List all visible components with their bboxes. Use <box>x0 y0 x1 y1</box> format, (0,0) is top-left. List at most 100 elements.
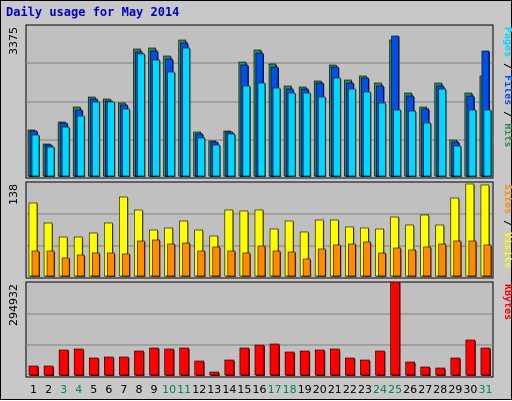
bar-pages-day-2 <box>46 146 55 177</box>
axis-title-pages: Pages <box>502 27 512 57</box>
x-tick-day-19: 19 <box>298 383 312 396</box>
bar-sites-day-28 <box>438 243 447 277</box>
bar-kbytes-day-18 <box>284 351 295 376</box>
x-tick-day-28: 28 <box>433 383 447 396</box>
bar-sites-day-17 <box>272 250 281 277</box>
x-tick-day-13: 13 <box>207 383 221 396</box>
bar-pages-day-22 <box>348 88 356 177</box>
bar-kbytes-day-5 <box>88 357 99 376</box>
bar-pages-day-14 <box>227 133 236 177</box>
bar-pages-day-21 <box>332 77 341 177</box>
bar-kbytes-day-2 <box>43 365 54 376</box>
bar-pages-day-5 <box>91 101 100 177</box>
bar-kbytes-day-28 <box>435 367 446 376</box>
bar-kbytes-day-30 <box>465 339 476 376</box>
bar-pages-day-27 <box>423 122 431 177</box>
axis-title-sites: Sites <box>502 184 512 214</box>
x-tick-day-24: 24 <box>373 383 387 396</box>
x-tick-day-17: 17 <box>268 383 282 396</box>
x-tick-day-31: 31 <box>478 383 492 396</box>
axis-title-separator: / <box>502 214 512 232</box>
bar-sites-day-3 <box>61 257 70 277</box>
bar-kbytes-day-1 <box>28 365 39 376</box>
bar-kbytes-day-21 <box>329 348 340 376</box>
bar-pages-day-18 <box>287 92 296 177</box>
bar-sites-day-2 <box>46 250 55 277</box>
bar-sites-day-30 <box>468 240 477 277</box>
bar-kbytes-day-6 <box>104 356 114 376</box>
bar-kbytes-day-31 <box>480 347 491 376</box>
bar-pages-day-29 <box>453 145 462 177</box>
bar-sites-day-8 <box>137 240 145 277</box>
x-tick-day-9: 9 <box>151 383 158 396</box>
bar-sites-day-6 <box>107 252 115 277</box>
bar-sites-day-9 <box>152 239 160 277</box>
bar-pages-day-13 <box>212 144 221 177</box>
bar-pages-day-31 <box>483 109 492 177</box>
bar-pages-day-26 <box>408 110 416 177</box>
bar-sites-day-5 <box>91 252 100 277</box>
bar-sites-day-1 <box>31 250 40 277</box>
axis-title-kbytes: KBytes <box>502 284 512 320</box>
bar-sites-day-21 <box>332 244 341 277</box>
bar-sites-day-22 <box>348 243 356 277</box>
top-max-label: 3375 <box>7 27 20 55</box>
bar-kbytes-day-8 <box>134 350 144 376</box>
bar-pages-day-30 <box>468 109 477 177</box>
bar-pages-day-1 <box>31 134 40 177</box>
bar-sites-day-29 <box>453 240 462 277</box>
x-tick-day-15: 15 <box>237 383 251 396</box>
axis-title-hits: Hits <box>502 123 512 147</box>
bar-pages-day-19 <box>302 92 311 177</box>
bar-pages-day-6 <box>107 101 115 177</box>
mid-axis-title: Sites / Visits <box>502 184 512 268</box>
bar-pages-day-7 <box>122 108 130 177</box>
bar-kbytes-day-23 <box>360 359 370 376</box>
x-tick-day-22: 22 <box>343 383 357 396</box>
bar-sites-day-15 <box>242 252 251 277</box>
bar-sites-day-7 <box>122 253 130 277</box>
bar-pages-day-8 <box>137 53 145 177</box>
x-tick-day-14: 14 <box>222 383 236 396</box>
x-tick-day-18: 18 <box>283 383 297 396</box>
bar-pages-day-4 <box>76 115 85 177</box>
bar-sites-day-14 <box>227 250 236 277</box>
bar-kbytes-day-29 <box>450 357 461 376</box>
x-tick-day-20: 20 <box>313 383 327 396</box>
x-tick-day-4: 4 <box>75 383 82 396</box>
bar-kbytes-day-14 <box>224 359 235 376</box>
axis-title-visits: Visits <box>502 232 512 268</box>
bar-kbytes-day-16 <box>254 344 265 376</box>
bar-kbytes-day-20 <box>314 349 325 376</box>
bar-kbytes-day-10 <box>164 348 174 376</box>
x-tick-day-11: 11 <box>177 383 191 396</box>
bar-pages-day-17 <box>272 87 281 177</box>
chart-title: Daily usage for May 2014 <box>6 5 180 19</box>
bar-sites-day-31 <box>483 244 492 277</box>
bar-sites-day-25 <box>393 247 401 277</box>
bar-sites-day-24 <box>378 252 386 277</box>
x-tick-day-25: 25 <box>388 383 402 396</box>
bar-pages-day-25 <box>393 109 401 177</box>
bar-kbytes-day-19 <box>299 350 310 376</box>
x-tick-day-12: 12 <box>192 383 206 396</box>
bar-kbytes-day-24 <box>375 350 385 376</box>
x-tick-day-27: 27 <box>418 383 432 396</box>
bar-kbytes-day-11 <box>179 347 189 376</box>
x-tick-day-2: 2 <box>45 383 52 396</box>
bar-pages-day-12 <box>197 137 206 177</box>
bar-kbytes-day-4 <box>73 348 84 376</box>
bar-pages-day-15 <box>242 85 251 177</box>
bar-sites-day-11 <box>182 242 190 277</box>
bar-sites-day-16 <box>257 245 266 277</box>
bar-sites-day-27 <box>423 246 431 277</box>
x-tick-day-10: 10 <box>162 383 176 396</box>
bar-pages-day-28 <box>438 88 447 177</box>
bar-sites-day-10 <box>167 243 175 277</box>
bar-kbytes-day-27 <box>420 366 430 376</box>
x-tick-day-23: 23 <box>358 383 372 396</box>
bar-pages-day-10 <box>167 71 175 177</box>
bot-axis-title: KBytes <box>502 284 512 320</box>
bar-pages-day-16 <box>257 82 266 177</box>
